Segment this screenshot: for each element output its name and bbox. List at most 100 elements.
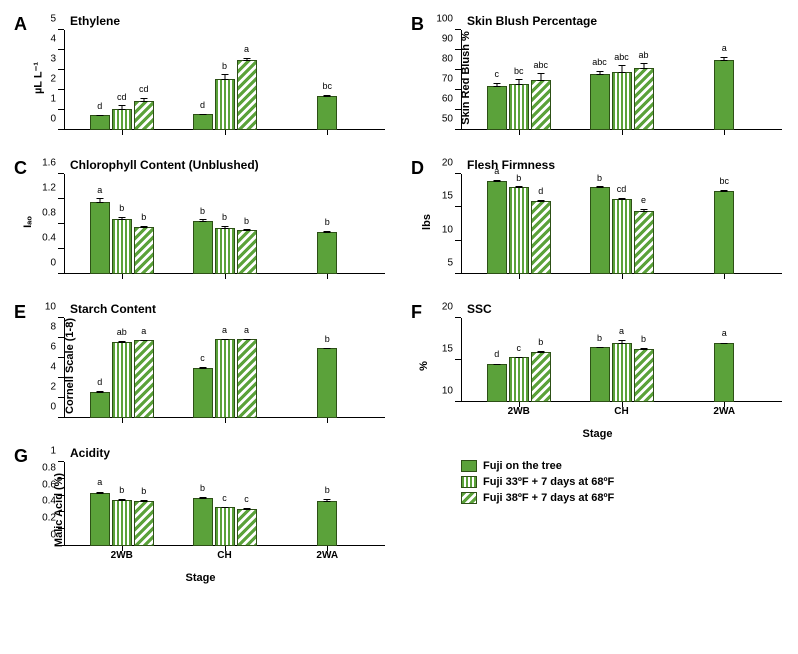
bar: b bbox=[531, 352, 551, 402]
bar: ab bbox=[634, 68, 654, 130]
bar: bc bbox=[509, 84, 529, 130]
bar-group: dba bbox=[193, 30, 257, 130]
bar: b bbox=[215, 79, 235, 130]
ytick-label: 90 bbox=[442, 34, 453, 45]
significance-label: a bbox=[222, 325, 227, 335]
bar: c bbox=[509, 357, 529, 402]
significance-label: a bbox=[97, 185, 102, 195]
bar-group: caa bbox=[193, 318, 257, 418]
xtick-label: 2WA bbox=[713, 406, 735, 417]
panel-firmness: DFlesh Firmnesslbs5101520abdbcdebc bbox=[405, 152, 790, 292]
plot-area: 101520dcb2WBbabCHa2WA bbox=[461, 318, 782, 402]
ytick-label: 0.6 bbox=[42, 479, 56, 490]
significance-label: b bbox=[141, 212, 146, 222]
ytick-label: 1 bbox=[50, 446, 56, 457]
legend-swatch bbox=[461, 460, 477, 472]
significance-label: e bbox=[641, 195, 646, 205]
bar: c bbox=[237, 509, 257, 546]
ytick-label: 10 bbox=[45, 302, 56, 313]
bar: cd bbox=[612, 199, 632, 274]
significance-label: c bbox=[517, 343, 522, 353]
significance-label: b bbox=[244, 216, 249, 226]
significance-label: b bbox=[141, 486, 146, 496]
legend-item: Fuji on the tree bbox=[461, 460, 790, 472]
panel-ethylene: AEthyleneµL L⁻¹012345dcdcddbabc bbox=[8, 8, 393, 148]
bar-group: abd bbox=[487, 174, 551, 274]
panel-acidity: GAcidityMalic Acid (%)00.20.40.60.81abb2… bbox=[8, 440, 393, 580]
bar: b bbox=[317, 501, 337, 546]
significance-label: b bbox=[119, 203, 124, 213]
significance-label: ab bbox=[117, 327, 127, 337]
xtick-label: 2WB bbox=[508, 406, 530, 417]
significance-label: cd bbox=[117, 92, 127, 102]
ytick-label: 20 bbox=[442, 158, 453, 169]
bar: a bbox=[90, 493, 110, 546]
xtick-label: 2WA bbox=[316, 550, 338, 561]
plot-area: 0246810dabacaab bbox=[64, 318, 385, 418]
panel-letter: C bbox=[14, 158, 27, 179]
bar: d bbox=[531, 201, 551, 274]
bar: ab bbox=[112, 342, 132, 418]
panel-letter: E bbox=[14, 302, 26, 323]
plot-area: 5101520abdbcdebc bbox=[461, 174, 782, 274]
ytick-label: 4 bbox=[50, 362, 56, 373]
bar: cd bbox=[112, 109, 132, 130]
legend-label: Fuji 33ºF + 7 days at 68ºF bbox=[483, 476, 614, 488]
significance-label: c bbox=[495, 69, 500, 79]
ytick-label: 0.2 bbox=[42, 513, 56, 524]
bar-group: cbcabc bbox=[487, 30, 551, 130]
bar: d bbox=[193, 114, 213, 130]
significance-label: bc bbox=[514, 66, 524, 76]
panel-letter: F bbox=[411, 302, 422, 323]
legend-label: Fuji on the tree bbox=[483, 460, 562, 472]
bar: b bbox=[215, 228, 235, 274]
ytick-label: 0.4 bbox=[42, 233, 56, 244]
ytick-label: 50 bbox=[442, 114, 453, 125]
significance-label: b bbox=[597, 173, 602, 183]
bar: b bbox=[590, 347, 610, 402]
ytick-label: 0 bbox=[50, 530, 56, 541]
significance-label: b bbox=[119, 485, 124, 495]
significance-label: b bbox=[641, 334, 646, 344]
panel-ssc: FSSC%101520dcb2WBbabCHa2WAStage bbox=[405, 296, 790, 436]
bar-group: a bbox=[714, 30, 734, 130]
ytick-label: 80 bbox=[442, 54, 453, 65]
significance-label: d bbox=[200, 100, 205, 110]
bar: b bbox=[634, 349, 654, 402]
bar-group: a bbox=[714, 318, 734, 402]
x-axis-label: Stage bbox=[583, 428, 613, 440]
bar: a bbox=[714, 60, 734, 130]
legend: Fuji on the tree Fuji 33ºF + 7 days at 68… bbox=[405, 440, 790, 580]
significance-label: d bbox=[494, 349, 499, 359]
bar: c bbox=[193, 368, 213, 418]
bar: c bbox=[487, 86, 507, 130]
bar: a bbox=[215, 339, 235, 418]
significance-label: b bbox=[597, 333, 602, 343]
bar-group: dcdcd bbox=[90, 30, 154, 130]
significance-label: c bbox=[244, 494, 249, 504]
bar: b bbox=[193, 498, 213, 546]
ytick-label: 1.2 bbox=[42, 183, 56, 194]
bar-group: bc bbox=[317, 30, 337, 130]
bar: a bbox=[237, 339, 257, 418]
ytick-label: 2 bbox=[50, 74, 56, 85]
bar: a bbox=[714, 343, 734, 402]
ytick-label: 10 bbox=[442, 386, 453, 397]
significance-label: a bbox=[494, 166, 499, 176]
bar-group: bcc bbox=[193, 462, 257, 546]
plot-area: 5060708090100cbcabcabcabcaba bbox=[461, 30, 782, 130]
panel-title: Ethylene bbox=[70, 14, 120, 28]
significance-label: a bbox=[244, 325, 249, 335]
legend-label: Fuji 38ºF + 7 days at 68ºF bbox=[483, 492, 614, 504]
xtick-label: 2WB bbox=[111, 550, 133, 561]
ytick-label: 0 bbox=[50, 258, 56, 269]
panel-title: SSC bbox=[467, 302, 492, 316]
ytick-label: 60 bbox=[442, 94, 453, 105]
ytick-label: 0 bbox=[50, 114, 56, 125]
significance-label: a bbox=[141, 326, 146, 336]
significance-label: b bbox=[325, 334, 330, 344]
ytick-label: 1 bbox=[50, 94, 56, 105]
plot-area: 012345dcdcddbabc bbox=[64, 30, 385, 130]
significance-label: b bbox=[325, 217, 330, 227]
y-axis-label: % bbox=[418, 361, 430, 371]
